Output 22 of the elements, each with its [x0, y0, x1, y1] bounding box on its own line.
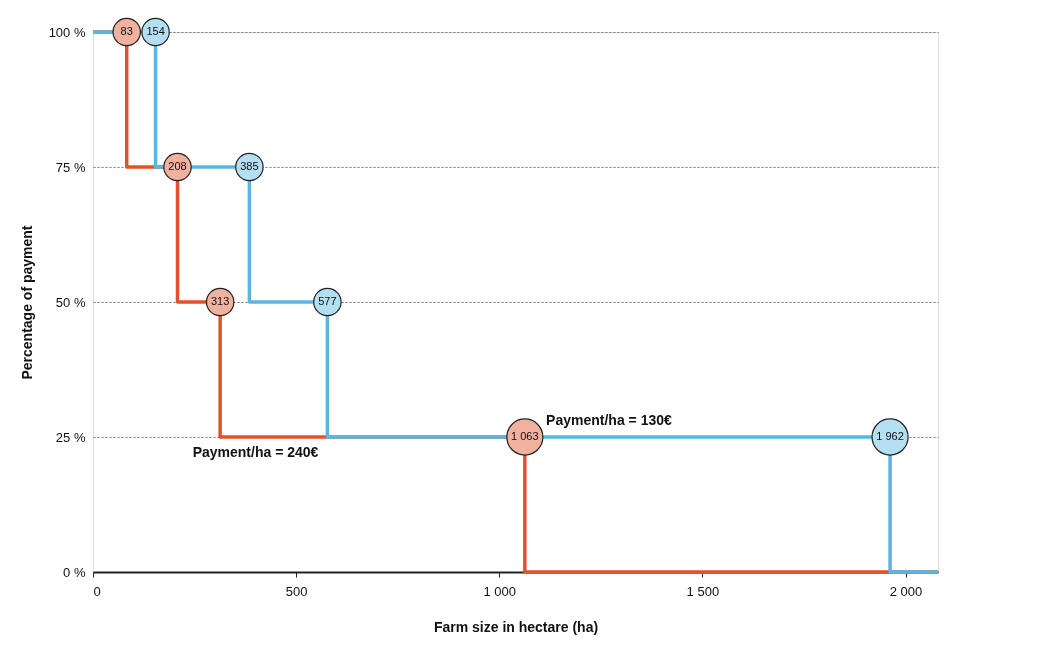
annotation: 313	[210, 295, 230, 307]
annotation: 83	[120, 25, 133, 37]
annotation: 1 962	[876, 430, 904, 442]
y-tick-label: 100 %	[48, 24, 86, 40]
y-tick-label: 25 %	[55, 429, 86, 445]
x-tick-label: 1 500	[686, 583, 720, 599]
y-tick-label: 0 %	[63, 564, 86, 580]
annotation: Payment/ha = 130€	[546, 412, 672, 428]
y-axis-title: Percentage of payment	[18, 225, 35, 380]
annotation: 577	[318, 295, 337, 307]
annotation: 208	[168, 160, 187, 172]
x-axis-title: Farm size in hectare (ha)	[433, 618, 599, 635]
y-tick-label: 50 %	[55, 294, 86, 310]
y-tick-label: 75 %	[55, 159, 86, 175]
annotation: 385	[240, 160, 259, 172]
annotation: 1 063	[511, 430, 539, 442]
x-tick-label: 1 000	[483, 583, 517, 599]
annotation: Payment/ha = 240€	[192, 444, 319, 460]
x-tick-label: 2 000	[889, 583, 923, 599]
x-tick-label: 0	[93, 583, 101, 599]
annotation: 154	[146, 25, 165, 37]
x-tick-label: 500	[285, 583, 308, 599]
